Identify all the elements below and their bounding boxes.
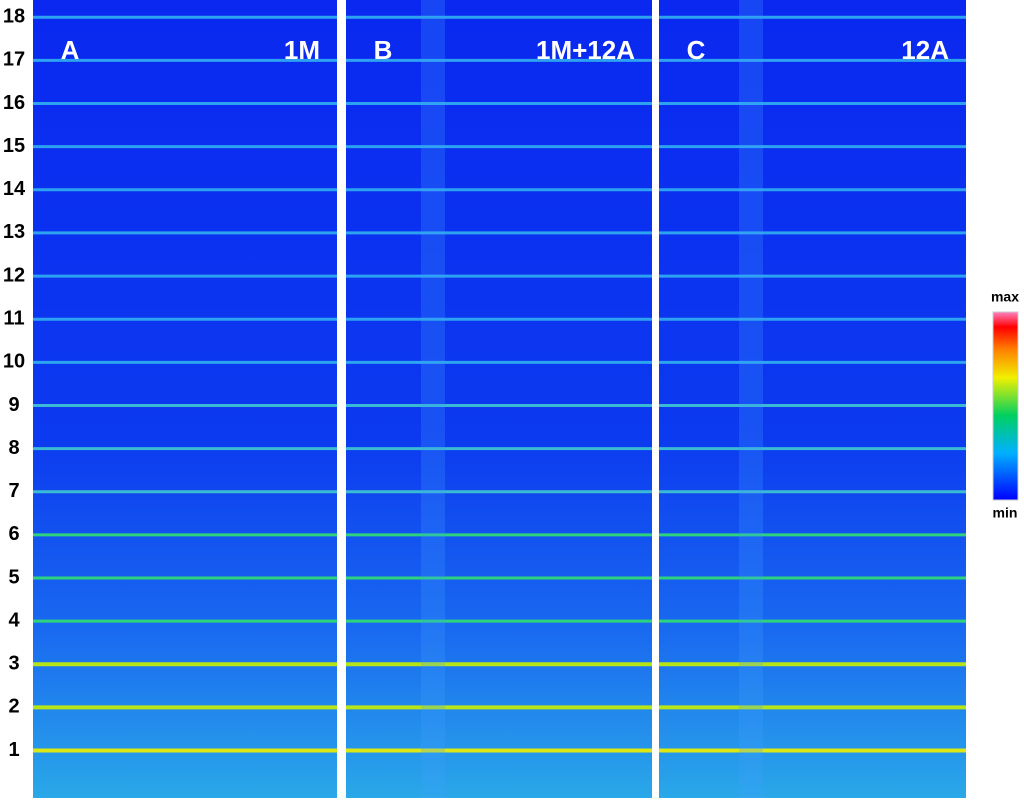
y-tick-label: 12 bbox=[3, 264, 25, 286]
heatmap-panel bbox=[33, 0, 337, 798]
y-tick-label: 10 bbox=[3, 351, 25, 373]
y-tick-label: 14 bbox=[3, 178, 26, 200]
plot-area: A 1M B 1M+12A C 12A12345678910111213141516171… bbox=[3, 0, 966, 798]
y-tick-label: 5 bbox=[8, 566, 19, 588]
lane bbox=[421, 0, 445, 798]
y-tick-label: 11 bbox=[3, 307, 24, 329]
colorbar bbox=[992, 311, 1019, 501]
y-tick-label: 4 bbox=[8, 609, 20, 631]
colorbar-min: min bbox=[993, 505, 1018, 521]
y-tick-label: 15 bbox=[3, 135, 25, 157]
y-tick-label: 13 bbox=[3, 221, 25, 243]
panel-label: C bbox=[687, 35, 706, 65]
panel-title: 1M bbox=[284, 35, 320, 65]
heatmap-panel bbox=[346, 0, 652, 798]
panel-title: 1M+12A bbox=[536, 35, 635, 65]
y-tick-label: 16 bbox=[3, 92, 25, 114]
y-tick-label: 3 bbox=[8, 653, 19, 675]
panel-label: A bbox=[61, 35, 80, 65]
y-tick-label: 7 bbox=[8, 480, 19, 502]
panel-title: 12A bbox=[901, 35, 949, 65]
heatmap-panel bbox=[659, 0, 966, 798]
y-tick-label: 6 bbox=[8, 523, 19, 545]
y-tick-label: 1 bbox=[8, 739, 19, 761]
y-tick-label: 8 bbox=[8, 437, 19, 459]
y-tick-label: 2 bbox=[8, 696, 19, 718]
y-tick-label: 18 bbox=[3, 6, 25, 28]
lane bbox=[739, 0, 763, 798]
y-tick-label: 17 bbox=[3, 49, 25, 71]
panel-label: B bbox=[374, 35, 393, 65]
colorbar-max: max bbox=[991, 289, 1019, 305]
y-tick-label: 9 bbox=[8, 394, 19, 416]
